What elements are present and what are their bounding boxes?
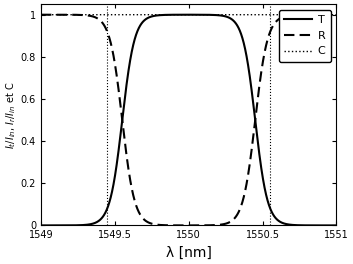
X-axis label: λ [nm]: λ [nm]: [166, 246, 212, 260]
Y-axis label: $I_t/I_{in}$, $I_r/I_{in}$ et C: $I_t/I_{in}$, $I_r/I_{in}$ et C: [4, 81, 18, 149]
Legend: T, R, C: T, R, C: [279, 10, 331, 62]
